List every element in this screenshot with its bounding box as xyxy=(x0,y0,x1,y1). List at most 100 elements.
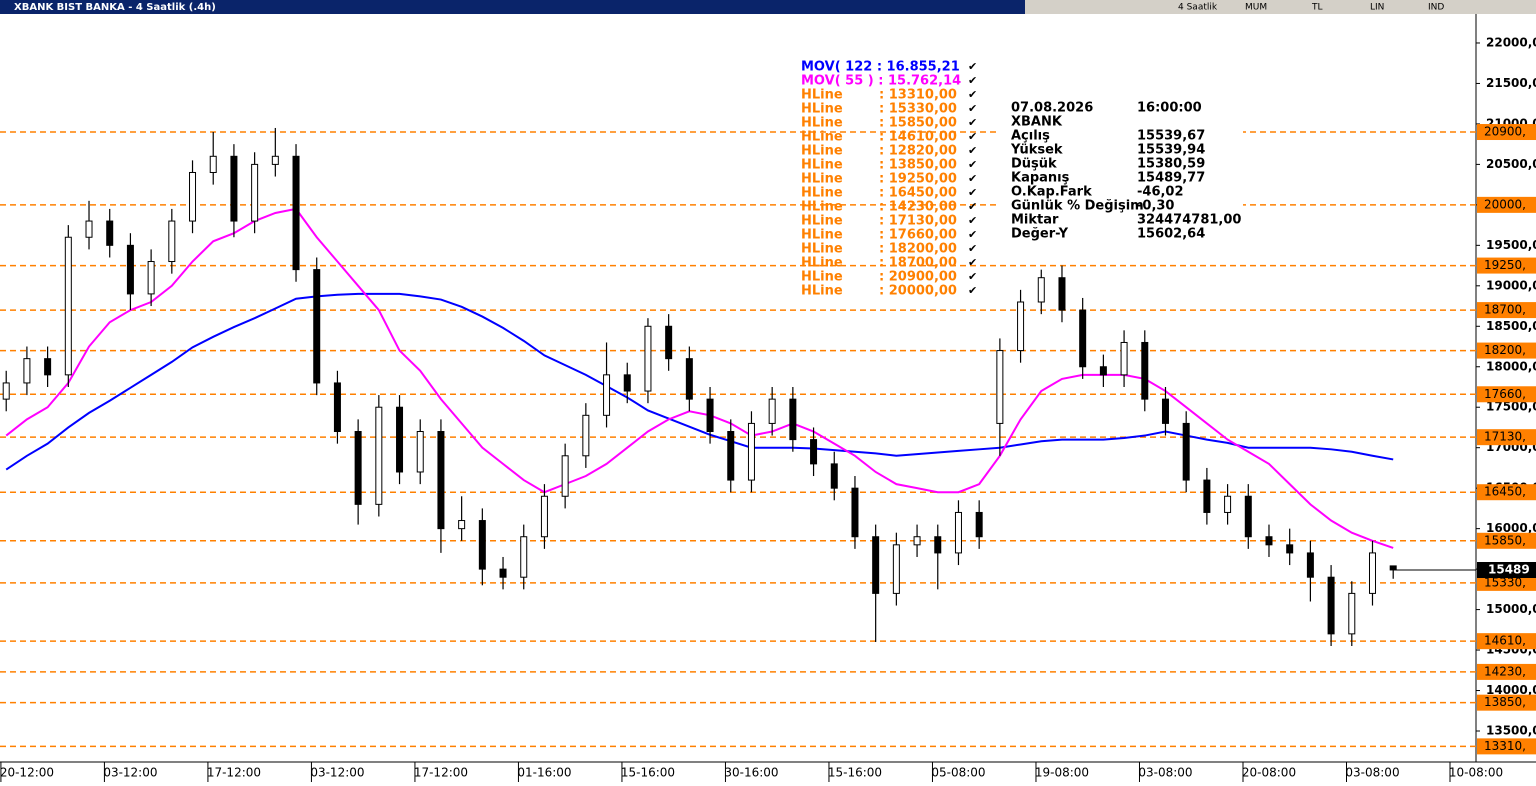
hline-label: 15330, xyxy=(1484,575,1526,589)
candle-body xyxy=(64,236,72,376)
legend-check: ✔ xyxy=(968,242,977,255)
hline-label: 17660, xyxy=(1484,387,1526,401)
hline-label-box xyxy=(1477,196,1536,213)
candle-body xyxy=(313,269,321,384)
legend-hline-name: HLine xyxy=(801,172,843,187)
candle-body xyxy=(644,325,652,392)
legend-hline-name: HLine xyxy=(801,270,843,285)
legend-entry: MOV( 55 ) : 15.762,14 xyxy=(801,74,961,89)
legend-hline-name: HLine xyxy=(801,102,843,117)
toolbar-item: IND xyxy=(1428,3,1444,13)
candle-body xyxy=(1037,277,1045,303)
info-date: 07.08.2026 xyxy=(1011,101,1093,116)
hline-label: 18700, xyxy=(1484,303,1526,317)
candle-body xyxy=(1265,536,1273,546)
candle-body xyxy=(23,358,31,384)
hline-label-box xyxy=(1477,694,1536,711)
candle-body xyxy=(830,463,838,489)
info-label: Kapanış xyxy=(1011,171,1070,186)
candle-body xyxy=(747,422,755,481)
candle-body xyxy=(892,544,900,594)
candle-body xyxy=(540,495,548,538)
info-label: Açılış xyxy=(1011,129,1050,144)
toolbar-item: MUM xyxy=(1245,3,1267,13)
hline-label: 20000, xyxy=(1484,197,1526,211)
candle-body xyxy=(271,155,279,165)
candle-body xyxy=(1348,592,1356,635)
candle-body xyxy=(954,511,962,554)
legend-hline-name: HLine xyxy=(801,130,843,145)
hline-label: 16450, xyxy=(1484,485,1526,499)
candle-body xyxy=(396,406,404,473)
candle-body xyxy=(1058,277,1066,311)
x-tick-label: 30-16:00 xyxy=(724,766,778,780)
hline-label: 19250, xyxy=(1484,258,1526,272)
info-label: O.Kap.Fark xyxy=(1011,185,1092,200)
candle-body xyxy=(913,536,921,546)
x-tick-label: 01-16:00 xyxy=(517,766,571,780)
legend-hline-name: HLine xyxy=(801,284,843,299)
candle-body xyxy=(147,261,155,295)
legend-check: ✔ xyxy=(968,60,977,73)
candle-body xyxy=(209,155,217,173)
x-tick-label: 15-16:00 xyxy=(828,766,882,780)
info-label: Günlük % Değişim xyxy=(1011,199,1144,214)
candle-body xyxy=(375,406,383,505)
info-value: 15539,94 xyxy=(1137,143,1205,158)
legend-check: ✔ xyxy=(968,214,977,227)
legend-hline-value: : 18200,00 xyxy=(879,242,957,257)
x-tick-label: 20-12:00 xyxy=(0,766,54,780)
candle-body xyxy=(789,398,797,441)
hline-label-box xyxy=(1477,429,1536,446)
hline-label-box xyxy=(1477,302,1536,319)
legend-hline-name: HLine xyxy=(801,200,843,215)
candle-body xyxy=(1286,544,1294,554)
info-value: 15380,59 xyxy=(1137,157,1205,172)
info-value: 15539,67 xyxy=(1137,129,1205,144)
legend-hline-value: : 15330,00 xyxy=(879,102,957,117)
candle-body xyxy=(1389,565,1397,571)
candle-body xyxy=(685,358,693,400)
candle-body xyxy=(934,536,942,554)
candle-body xyxy=(603,374,611,416)
info-value: 15602,64 xyxy=(1137,227,1205,242)
candle-body xyxy=(768,398,776,424)
legend-check: ✔ xyxy=(968,228,977,241)
hline-label: 17130, xyxy=(1484,430,1526,444)
legend-hline-value: : 15850,00 xyxy=(879,116,957,131)
hline-label: 20900, xyxy=(1484,125,1526,139)
overlay: MOV( 122 : 16.855,21 ✔ MOV( 55 ) : 15.762,… xyxy=(801,60,1241,299)
y-tick-label: 14000,0 xyxy=(1486,683,1536,697)
legend-check: ✔ xyxy=(968,200,977,213)
legend-hline-name: HLine xyxy=(801,228,843,243)
candle-body xyxy=(810,439,818,465)
hline-label-box xyxy=(1477,574,1536,591)
legend-check: ✔ xyxy=(968,116,977,129)
plot xyxy=(0,127,1476,748)
moving-average xyxy=(5,207,1394,549)
legend-hline-value: : 17130,00 xyxy=(879,214,957,229)
hline-label-box xyxy=(1477,124,1536,141)
x-tick-label: 17-12:00 xyxy=(414,766,468,780)
candle-body xyxy=(1079,309,1087,368)
legend-hline-name: HLine xyxy=(801,242,843,257)
hline-label-box xyxy=(1477,663,1536,680)
candle-body xyxy=(1120,341,1128,376)
info-label: Düşük xyxy=(1011,157,1057,172)
candle-body xyxy=(251,163,259,222)
legend-hline-value: : 17660,00 xyxy=(879,228,957,243)
candle-body xyxy=(1161,398,1169,424)
candle-body xyxy=(1141,341,1149,400)
last-price-box xyxy=(1477,562,1536,579)
candle-body xyxy=(230,155,238,222)
moving-average xyxy=(5,292,1394,471)
legend-hline-value: : 13850,00 xyxy=(879,158,957,173)
candle-body xyxy=(1224,495,1232,513)
legend-hline-value: : 20900,00 xyxy=(879,270,957,285)
legend-hline-name: HLine xyxy=(801,214,843,229)
info-label: Yüksek xyxy=(1010,143,1063,158)
y-tick-label: 20500,0 xyxy=(1486,157,1536,171)
hline-label-box xyxy=(1477,386,1536,403)
hline-label-box xyxy=(1477,484,1536,501)
legend-hline-name: HLine xyxy=(801,158,843,173)
